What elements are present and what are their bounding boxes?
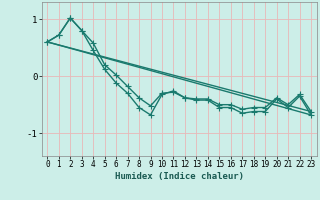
X-axis label: Humidex (Indice chaleur): Humidex (Indice chaleur)	[115, 172, 244, 181]
